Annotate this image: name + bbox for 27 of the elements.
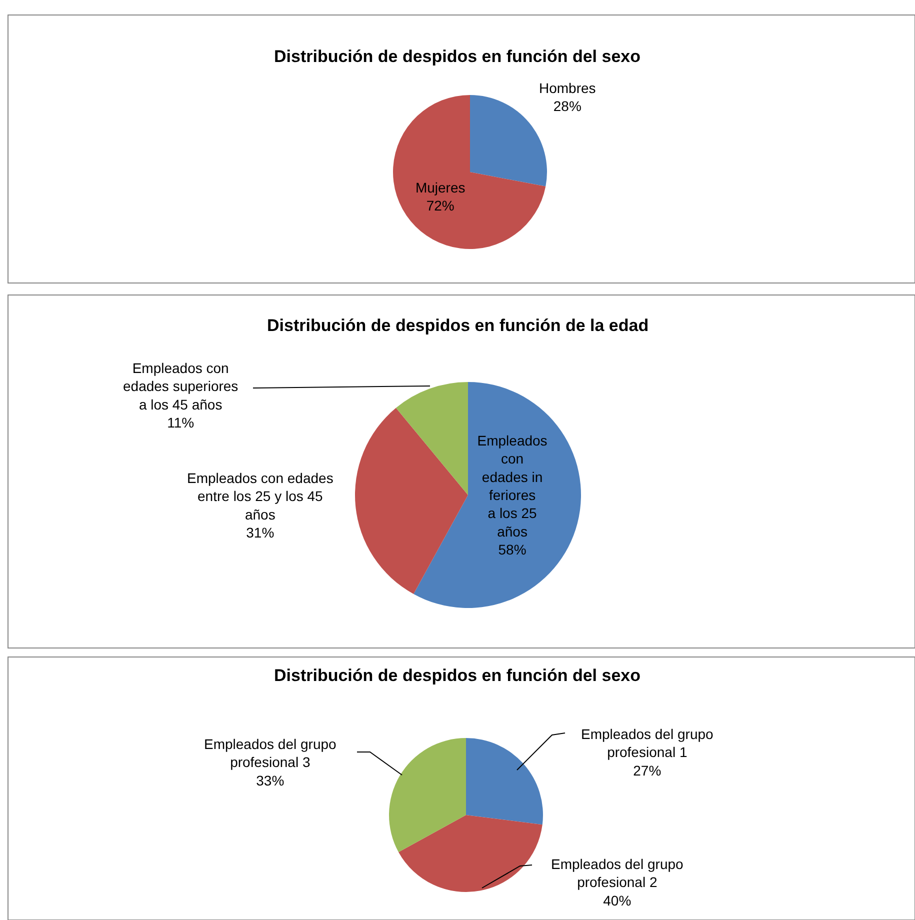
slice-label: Empleados con edades superiores a los 45 años <box>123 360 238 412</box>
chart-title: Distribución de despidos en función del sexo <box>274 47 640 66</box>
chart-title: Distribución de despidos en función del sexo <box>274 666 640 685</box>
chart-title: Distribución de despidos en función de la edad <box>267 316 649 335</box>
slice-label: Empleados con edades entre los 25 y los 45 años <box>187 470 334 522</box>
slice-label: Empleados del grupo profesional 1 <box>581 726 714 760</box>
data-label: 33% <box>256 772 284 788</box>
data-label: 58% <box>498 542 526 558</box>
data-label: 72% <box>426 198 454 214</box>
pie-slice <box>396 382 468 495</box>
pie-slice <box>389 738 466 852</box>
pie-slice <box>414 382 581 608</box>
pie-slice <box>398 815 542 892</box>
data-label: 40% <box>603 892 632 908</box>
slice-label: Empleados del grupo profesional 3 <box>204 736 337 770</box>
slice-label: Empleados del grupo profesional 2 <box>551 856 684 890</box>
slice-label: Empleados con edades inferiores a los 25 años <box>477 432 548 540</box>
data-label: 28% <box>553 98 582 114</box>
pie-slice <box>470 95 547 186</box>
data-label: 31% <box>246 524 274 541</box>
pie-slice <box>393 95 546 249</box>
data-label: 11% <box>167 414 194 431</box>
pie-slice <box>466 738 543 825</box>
slice-label: Hombres <box>539 80 596 96</box>
slice-label: Mujeres <box>415 179 466 196</box>
pie-slice <box>355 408 468 594</box>
data-label: 27% <box>633 762 662 778</box>
